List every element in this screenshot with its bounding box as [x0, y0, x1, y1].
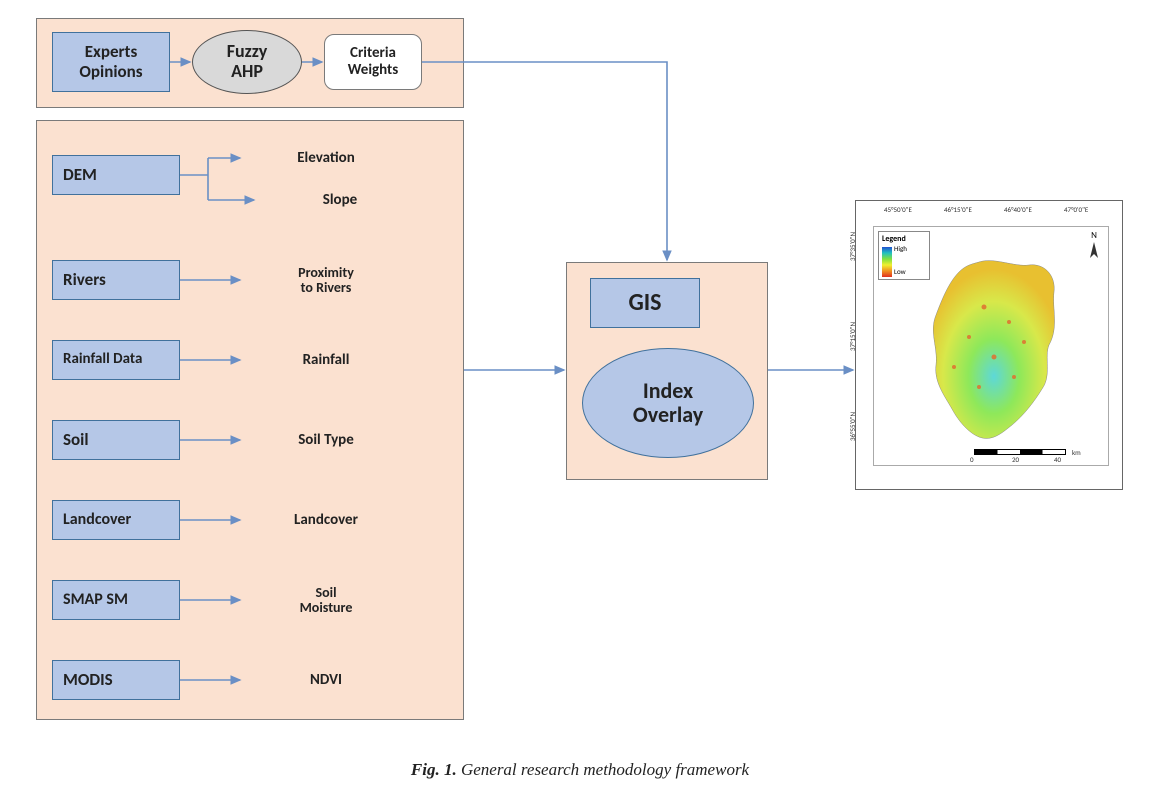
- label: Elevation: [297, 150, 355, 167]
- diagram-canvas: ExpertsOpinions FuzzyAHP CriteriaWeights…: [0, 0, 1160, 803]
- node-modis: MODIS: [52, 660, 180, 700]
- coord-left-2: 36°55'0"N: [848, 412, 857, 441]
- node-index-overlay: IndexOverlay: [582, 348, 754, 458]
- label: DEM: [63, 165, 97, 185]
- label: SMAP SM: [63, 591, 128, 609]
- node-landcover: Landcover: [52, 500, 180, 540]
- label: Landcover: [63, 511, 131, 529]
- node-dem: DEM: [52, 155, 180, 195]
- node-proximity-rivers: Proximityto Rivers: [256, 258, 396, 302]
- node-rivers: Rivers: [52, 260, 180, 300]
- coord-top-1: 46°15'0"E: [944, 205, 972, 214]
- node-experts-opinions: ExpertsOpinions: [52, 32, 170, 92]
- label: GIS: [628, 289, 661, 317]
- map-shape-icon: [874, 227, 1108, 465]
- label: Landcover: [294, 512, 358, 529]
- label: Soil Type: [298, 432, 354, 449]
- map-inner: Legend High Low N: [873, 226, 1109, 466]
- label: Rainfall Data: [63, 351, 142, 368]
- label: NDVI: [310, 672, 342, 689]
- label: Rivers: [63, 270, 106, 290]
- scalebar-icon: [974, 449, 1066, 455]
- node-rainfall: Rainfall: [256, 342, 396, 378]
- label: MODIS: [63, 670, 113, 690]
- node-elevation: Elevation: [256, 140, 396, 176]
- node-landcover-out: Landcover: [256, 502, 396, 538]
- coord-top-2: 46°40'0"E: [1004, 205, 1032, 214]
- label: SoilMoisture: [300, 585, 353, 616]
- node-smap-sm: SMAP SM: [52, 580, 180, 620]
- scale-unit: km: [1072, 448, 1081, 457]
- scale-2: 40: [1054, 455, 1061, 464]
- node-gis: GIS: [590, 278, 700, 328]
- coord-left-1: 37°15'0"N: [848, 322, 857, 351]
- label: ExpertsOpinions: [79, 42, 142, 81]
- node-criteria-weights: CriteriaWeights: [324, 34, 422, 90]
- caption-prefix: Fig. 1.: [411, 760, 457, 779]
- label: Slope: [323, 192, 357, 209]
- node-soil: Soil: [52, 420, 180, 460]
- coord-top-0: 45°50'0"E: [884, 205, 912, 214]
- coord-left-0: 37°35'0"N: [848, 232, 857, 261]
- node-rainfall-data: Rainfall Data: [52, 340, 180, 380]
- node-fuzzy-ahp: FuzzyAHP: [192, 30, 302, 94]
- label: FuzzyAHP: [227, 42, 268, 82]
- output-map-frame: 45°50'0"E 46°15'0"E 46°40'0"E 47°0'0"E 3…: [855, 200, 1123, 490]
- label: Proximityto Rivers: [298, 265, 354, 296]
- node-slope: Slope: [270, 182, 410, 218]
- label: IndexOverlay: [633, 379, 703, 427]
- coord-top-3: 47°0'0"E: [1064, 205, 1088, 214]
- scale-1: 20: [1012, 455, 1019, 464]
- label: Rainfall: [303, 352, 350, 369]
- caption-text: General research methodology framework: [457, 760, 749, 779]
- node-soil-type: Soil Type: [256, 422, 396, 458]
- node-ndvi: NDVI: [256, 662, 396, 698]
- scale-0: 0: [970, 455, 974, 464]
- figure-caption: Fig. 1. General research methodology fra…: [330, 760, 830, 780]
- label: CriteriaWeights: [348, 45, 399, 80]
- label: Soil: [63, 430, 89, 450]
- node-soil-moisture: SoilMoisture: [256, 578, 396, 622]
